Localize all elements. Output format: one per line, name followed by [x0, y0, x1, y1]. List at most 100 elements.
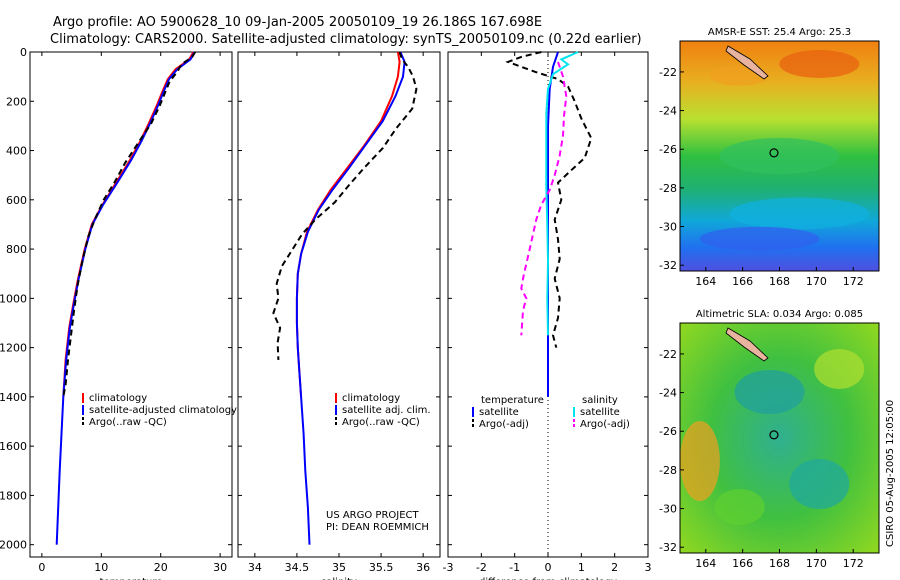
map-field-patch	[734, 370, 805, 414]
y-tick-label: 1800	[0, 489, 27, 502]
argo-position-marker	[769, 430, 779, 440]
argo-position-marker	[769, 148, 779, 158]
y-tick-label: -32	[659, 259, 677, 272]
x-axis-label: difference from climatology	[479, 577, 617, 580]
project-annotation: PI: DEAN ROEMMICH	[326, 522, 429, 533]
y-tick-label: 1400	[0, 391, 27, 404]
map-field-patch	[814, 349, 865, 389]
x-tick-label: -1	[509, 561, 520, 574]
x-tick-label: 166	[732, 275, 753, 288]
header-line2: Climatology: CARS2000. Satellite-adjuste…	[50, 32, 642, 47]
profile-panel-1: 34 34.5 35 35.5 36 salinity climatologysatelli…	[237, 51, 441, 580]
map-field-patch	[699, 226, 820, 251]
y-tick-label: 600	[6, 194, 27, 207]
y-tick-label: 1200	[0, 342, 27, 355]
y-tick-label: 1000	[0, 292, 27, 305]
x-tick-label: 0	[38, 561, 45, 574]
legend-entry: temperature	[481, 395, 544, 406]
x-tick-label: 3	[645, 561, 652, 574]
x-tick-label: 170	[806, 557, 827, 570]
x-tick-label: 20	[154, 561, 168, 574]
legend-entry: satellite	[580, 407, 620, 418]
x-tick-label: 166	[732, 557, 753, 570]
y-tick-label: -30	[659, 503, 677, 516]
y-tick-label: -24	[659, 387, 677, 400]
y-tick-label: 2000	[0, 539, 27, 552]
map-field-patch	[729, 197, 870, 230]
y-tick-label: -22	[659, 348, 677, 361]
x-tick-label: 168	[769, 275, 790, 288]
y-tick-label: -24	[659, 105, 677, 118]
project-annotation: US ARGO PROJECT	[326, 510, 420, 521]
y-tick-label: -28	[659, 464, 677, 477]
x-tick-label: 35.5	[369, 561, 394, 574]
satellite-maps: AMSR-E SST: 25.4 Argo: 25.3 164 166 168 170 1…	[659, 27, 896, 570]
x-tick-label: 172	[843, 557, 864, 570]
profile-panel-0: 0 10 20 30 temperature 0 200 400 600 800 1000 1200 1…	[0, 46, 237, 580]
map-field-patch	[679, 421, 720, 501]
x-tick-label: 34	[248, 561, 262, 574]
map-field-patch	[719, 138, 840, 174]
legend-entry: Argo(..raw -QC)	[89, 417, 167, 428]
legend-entry: Argo(-adj)	[479, 419, 529, 430]
x-tick-label: 1	[578, 561, 585, 574]
legend-entry: satellite	[479, 407, 519, 418]
y-tick-label: -32	[659, 541, 677, 554]
x-tick-label: 10	[94, 561, 108, 574]
x-tick-label: 34.5	[285, 561, 310, 574]
island-shape	[725, 45, 769, 80]
x-tick-label: 30	[213, 561, 227, 574]
series-line-1	[505, 51, 593, 348]
panel-frame	[29, 51, 233, 558]
x-tick-label: -3	[443, 561, 454, 574]
y-tick-label: -22	[659, 66, 677, 79]
series-line-3	[520, 61, 568, 336]
x-axis-label: salinity	[321, 577, 357, 580]
x-tick-label: 35	[332, 561, 346, 574]
x-tick-label: -2	[476, 561, 487, 574]
y-tick-label: 200	[6, 95, 27, 108]
legend-entry: climatology	[342, 393, 400, 404]
x-tick-label: 2	[611, 561, 618, 574]
series-line-2	[62, 51, 197, 398]
legend-entry: satellite adj. clim.	[342, 405, 431, 416]
map-title: AMSR-E SST: 25.4 Argo: 25.3	[708, 27, 851, 38]
x-tick-label: 0	[545, 561, 552, 574]
series-line-2	[545, 51, 579, 336]
panel-frame	[237, 51, 441, 558]
map-field-patch	[779, 50, 860, 78]
y-tick-label: -26	[659, 425, 677, 438]
map-title: Altimetric SLA: 0.034 Argo: 0.085	[696, 309, 863, 320]
y-tick-label: 800	[6, 243, 27, 256]
header-line1: Argo profile: AO 5900628_10 09-Jan-2005 …	[53, 15, 542, 30]
map-field-patch	[714, 489, 765, 525]
legend-entry: satellite-adjusted climatology	[89, 405, 237, 416]
x-tick-label: 36	[416, 561, 430, 574]
x-axis-label: temperature	[100, 577, 163, 580]
map-panel-0: AMSR-E SST: 25.4 Argo: 25.3 164 166 168 170 1…	[659, 27, 880, 288]
y-tick-label: 0	[20, 46, 27, 59]
x-tick-label: 168	[769, 557, 790, 570]
legend-entry: Argo(-adj)	[580, 419, 630, 430]
y-tick-label: -26	[659, 143, 677, 156]
y-tick-label: -30	[659, 221, 677, 234]
series-line-2	[272, 51, 418, 360]
profile-panel-2: -3 -2 -1 0 1 2 3 difference from climatology tem…	[443, 51, 652, 580]
x-tick-label: 172	[843, 275, 864, 288]
y-tick-label: -28	[659, 182, 677, 195]
y-tick-label: 400	[6, 145, 27, 158]
x-tick-label: 170	[806, 275, 827, 288]
map-field-patch	[789, 459, 850, 509]
map-panel-1: Altimetric SLA: 0.034 Argo: 0.085 164 166 1…	[659, 309, 896, 570]
series-line-1	[295, 51, 406, 545]
profile-plots: 0102030temperature0200400600800100012001…	[0, 46, 652, 580]
legend-entry: Argo(..raw -QC)	[342, 417, 420, 428]
timestamp-label: CSIRO 05-Aug-2005 12:05:00	[885, 400, 896, 547]
x-tick-label: 164	[695, 275, 716, 288]
island-shape	[725, 327, 769, 362]
legend-entry: climatology	[89, 393, 147, 404]
x-tick-label: 164	[695, 557, 716, 570]
legend-entry: salinity	[582, 395, 618, 406]
y-tick-label: 1600	[0, 440, 27, 453]
